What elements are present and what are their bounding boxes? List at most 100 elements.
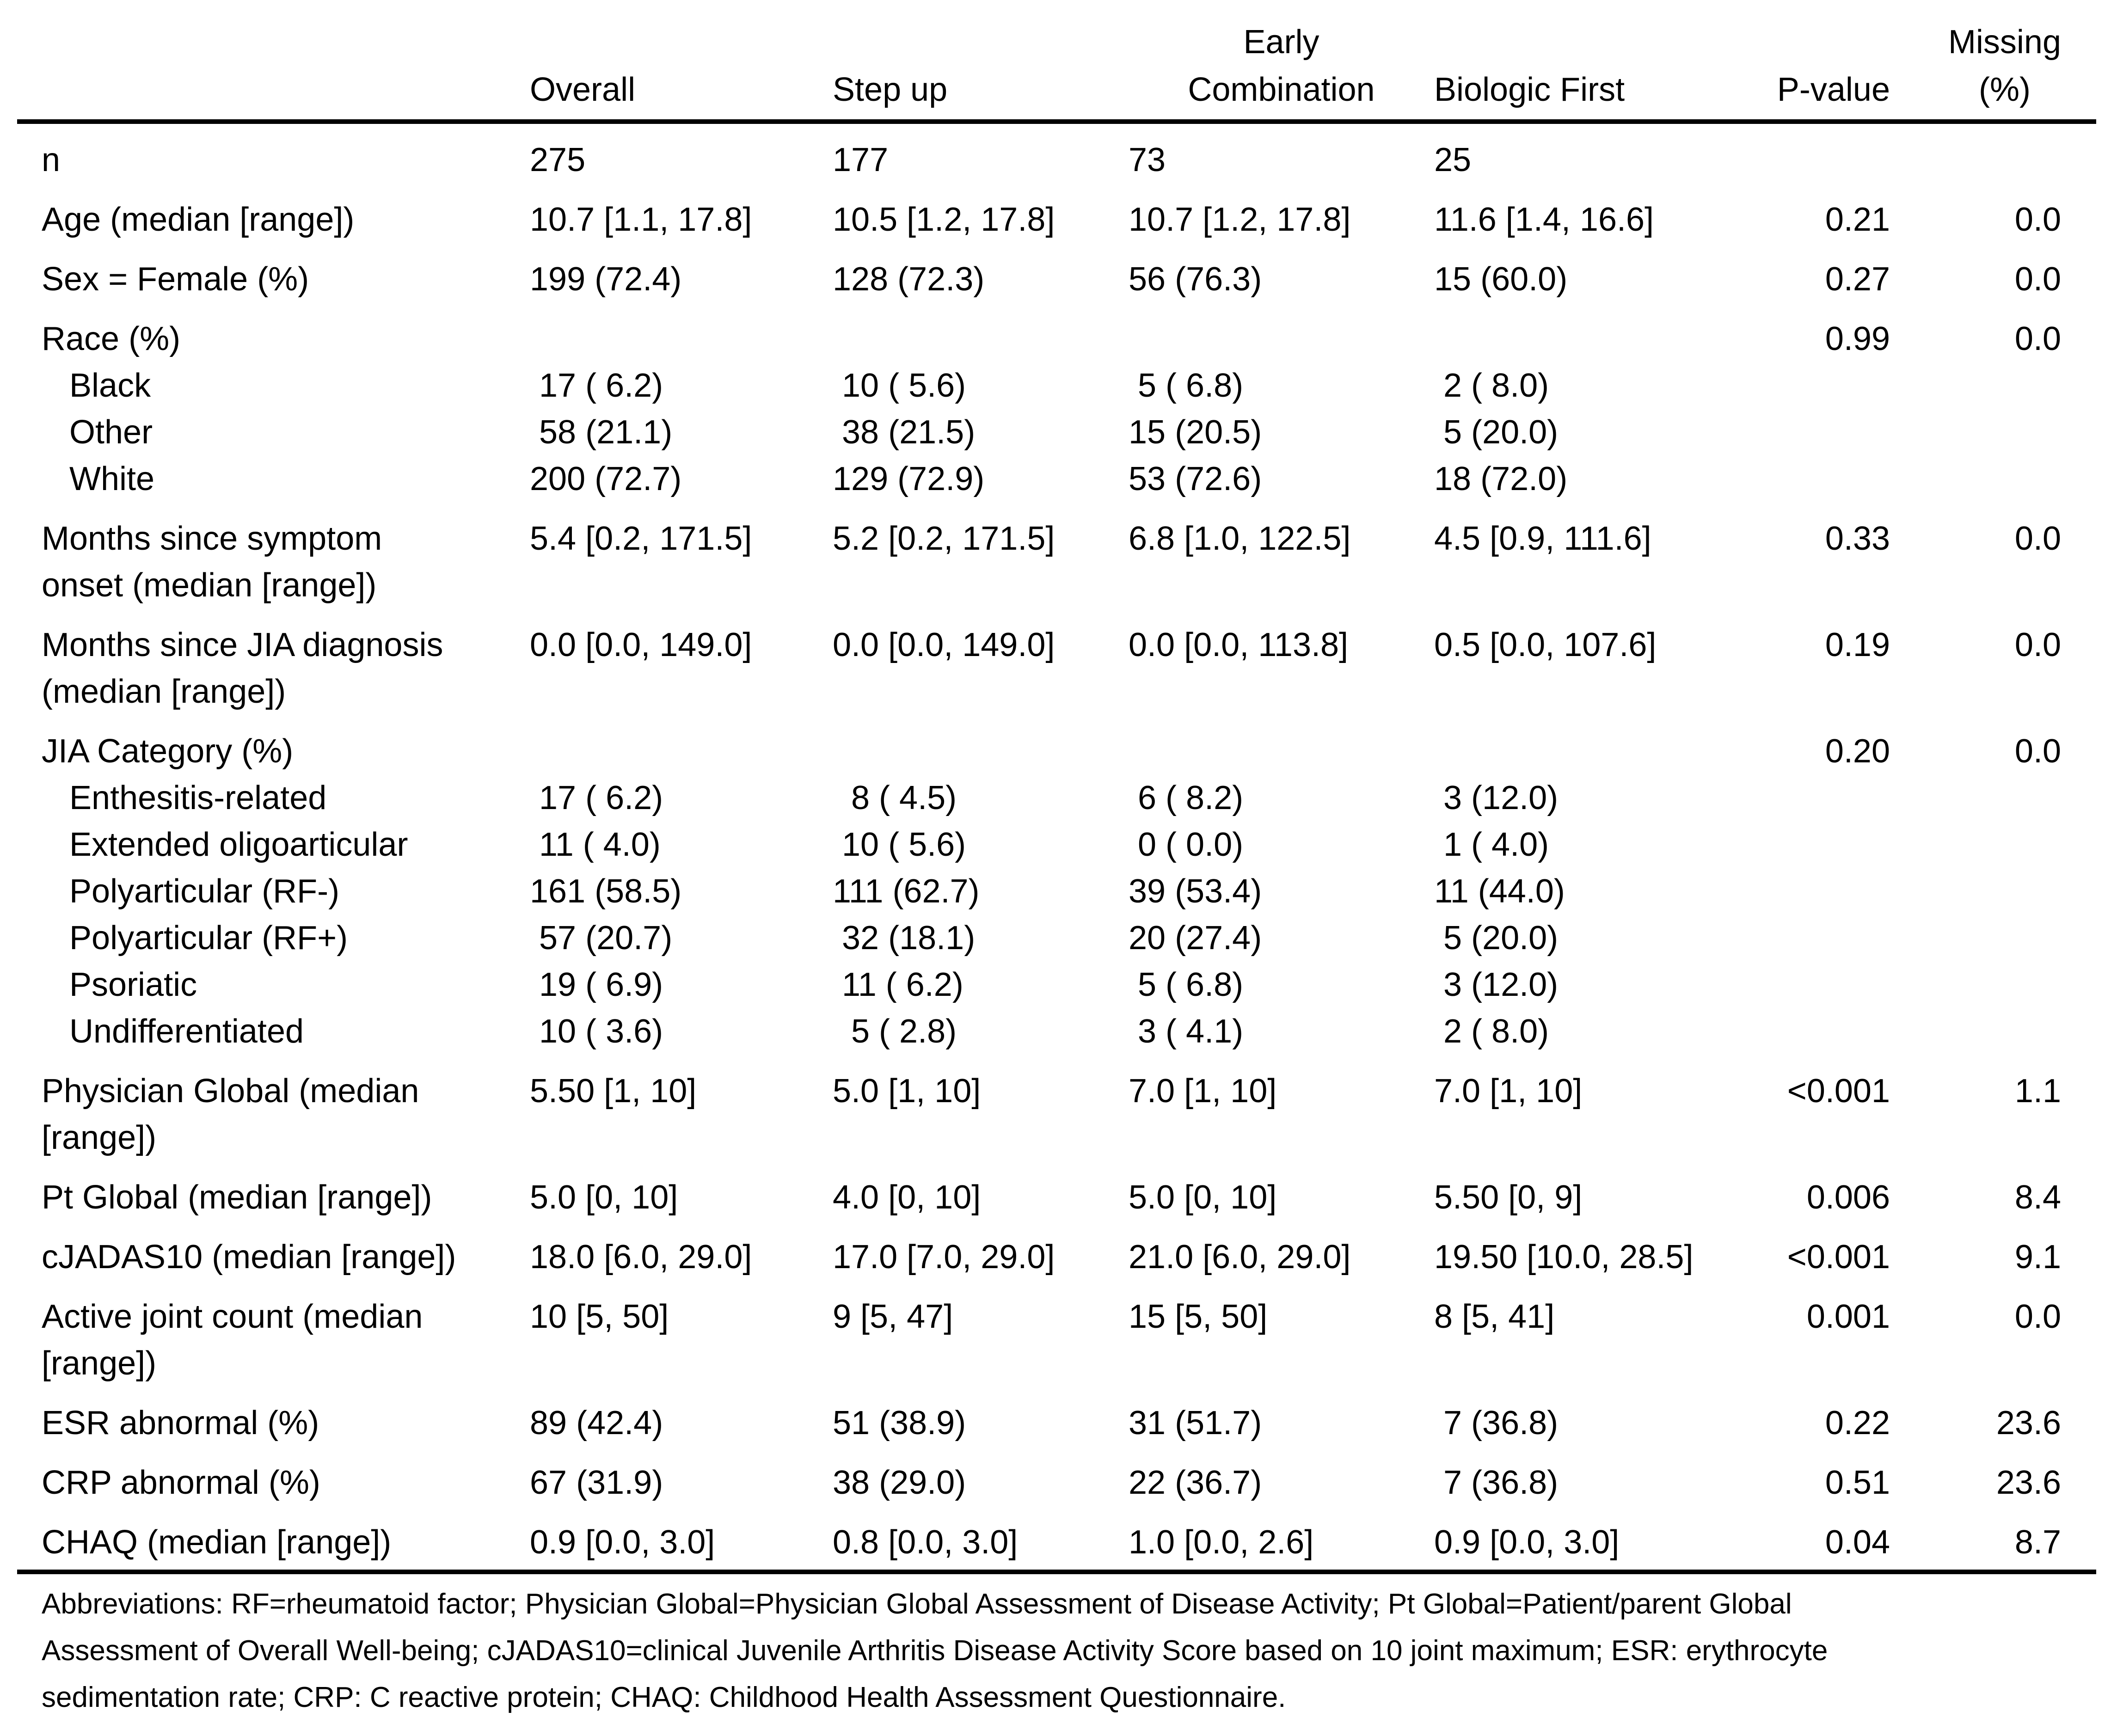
value-overall: 17 ( 6.2) [530, 367, 663, 404]
value-overall: 0.0 [0.0, 149.0] [530, 626, 752, 663]
value-biologic-first: 0.5 [0.0, 107.6] [1434, 626, 1657, 663]
value-overall: 11 ( 4.0) [530, 826, 661, 863]
value-overall: 10.7 [1.1, 17.8] [530, 201, 752, 238]
row-label: CRP abnormal (%) [42, 1464, 320, 1501]
value-step-up: 111 (62.7) [833, 873, 980, 910]
value-early-combination: 56 (76.3) [1129, 261, 1262, 298]
value-overall: 18.0 [6.0, 29.0] [530, 1239, 752, 1276]
value-step-up: 0.8 [0.0, 3.0] [833, 1524, 1018, 1561]
value-biologic-first: 11.6 [1.4, 16.6] [1434, 201, 1654, 238]
row-label: Age (median [range]) [42, 201, 355, 238]
value-early-combination: 5 ( 6.8) [1129, 966, 1244, 1003]
value-missing: 0.0 [2014, 520, 2061, 557]
table-row: Black 17 ( 6.2) 10 ( 5.6) 5 ( 6.8) 2 ( 8… [42, 362, 2111, 409]
value-p: 0.33 [1825, 520, 1890, 557]
value-overall: 57 (20.7) [530, 920, 673, 957]
value-early-combination: 21.0 [6.0, 29.0] [1129, 1239, 1351, 1276]
value-overall: 5.4 [0.2, 171.5] [530, 520, 752, 557]
col-header-biologic-first: Biologic First [1434, 71, 1625, 108]
row-label: Psoriatic [69, 966, 197, 1003]
value-p: 0.27 [1825, 261, 1890, 298]
table-bottom-rule [17, 1570, 2096, 1574]
value-p: 0.19 [1825, 626, 1890, 663]
value-missing: 9.1 [2014, 1239, 2061, 1276]
value-step-up: 38 (29.0) [833, 1464, 966, 1501]
table-row: Race (%) 0.99 0.0 [42, 316, 2111, 362]
value-step-up: 5.0 [1, 10] [833, 1073, 981, 1110]
value-missing: 0.0 [2014, 626, 2061, 663]
value-missing: 23.6 [1996, 1405, 2061, 1442]
table-row: Undifferentiated 10 ( 3.6) 5 ( 2.8) 3 ( … [42, 1008, 2111, 1055]
value-early-combination: 5 ( 6.8) [1129, 367, 1244, 404]
row-label: Race (%) [42, 320, 181, 357]
value-early-combination: 73 [1129, 141, 1166, 178]
value-early-combination: 7.0 [1, 10] [1129, 1073, 1277, 1110]
value-early-combination: 1.0 [0.0, 2.6] [1129, 1524, 1314, 1561]
value-step-up: 4.0 [0, 10] [833, 1179, 981, 1216]
value-missing: 0.0 [2014, 733, 2061, 770]
value-p: 0.006 [1806, 1179, 1890, 1216]
value-biologic-first: 19.50 [10.0, 28.5] [1434, 1239, 1694, 1276]
row-label: Months since symptom onset (median [rang… [42, 520, 382, 604]
row-label: ESR abnormal (%) [42, 1405, 319, 1442]
row-label: White [69, 460, 155, 497]
value-early-combination: 6 ( 8.2) [1129, 779, 1244, 816]
value-step-up: 8 ( 4.5) [833, 779, 957, 816]
value-biologic-first: 7 (36.8) [1434, 1464, 1559, 1501]
row-label: CHAQ (median [range]) [42, 1524, 392, 1561]
value-early-combination: 10.7 [1.2, 17.8] [1129, 201, 1351, 238]
value-biologic-first: 3 (12.0) [1434, 779, 1559, 816]
row-label: Extended oligoarticular [69, 826, 408, 863]
table-row: Pt Global (median [range]) 5.0 [0, 10] 4.0… [42, 1174, 2111, 1221]
value-step-up: 9 [5, 47] [833, 1298, 953, 1335]
row-label: n [42, 141, 61, 178]
table-row: JIA Category (%) 0.20 0.0 [42, 728, 2111, 775]
col-header-overall: Overall [530, 71, 636, 108]
value-early-combination: 3 ( 4.1) [1129, 1013, 1244, 1050]
value-biologic-first: 25 [1434, 141, 1472, 178]
value-overall: 10 [5, 50] [530, 1298, 669, 1335]
table-top-rule [17, 119, 2096, 124]
col-header-step-up: Step up [833, 71, 948, 108]
value-step-up: 0.0 [0.0, 149.0] [833, 626, 1055, 663]
value-p: 0.04 [1825, 1524, 1890, 1561]
value-overall: 199 (72.4) [530, 261, 682, 298]
table-row: Enthesitis-related 17 ( 6.2) 8 ( 4.5) 6 … [42, 775, 2111, 822]
value-overall: 67 (31.9) [530, 1464, 663, 1501]
value-biologic-first: 5 (20.0) [1434, 414, 1559, 451]
value-biologic-first: 15 (60.0) [1434, 261, 1568, 298]
row-label: Polyarticular (RF-) [69, 873, 340, 910]
table-row: CRP abnormal (%) 67 (31.9) 38 (29.0) 22 (36… [42, 1460, 2111, 1506]
col-header-early-combination: Early Combination [1188, 24, 1375, 108]
row-label: Pt Global (median [range]) [42, 1179, 432, 1216]
value-step-up: 128 (72.3) [833, 261, 985, 298]
value-p: <0.001 [1787, 1073, 1890, 1110]
table-row: Polyarticular (RF-) 161 (58.5) 111 (62.7) 3… [42, 868, 2111, 915]
value-early-combination: 39 (53.4) [1129, 873, 1262, 910]
table-row: Age (median [range]) 10.7 [1.1, 17.8] 10.5… [42, 196, 2111, 243]
value-p: 0.21 [1825, 201, 1890, 238]
table-row: Polyarticular (RF+) 57 (20.7) 32 (18.1) 2… [42, 915, 2111, 962]
value-overall: 200 (72.7) [530, 460, 682, 497]
table-row: ESR abnormal (%) 89 (42.4) 51 (38.9) 31 (51… [42, 1400, 2111, 1447]
table-row: cJADAS10 (median [range]) 18.0 [6.0, 29.0… [42, 1234, 2111, 1281]
value-missing: 8.4 [2014, 1179, 2061, 1216]
value-biologic-first: 8 [5, 41] [1434, 1298, 1555, 1335]
value-step-up: 38 (21.5) [833, 414, 976, 451]
value-overall: 5.50 [1, 10] [530, 1073, 697, 1110]
abbreviations-footnote: Abbreviations: RF=rheumatoid factor; Phy… [42, 1588, 1828, 1713]
row-label: Enthesitis-related [69, 779, 327, 816]
value-step-up: 10 ( 5.6) [833, 367, 966, 404]
value-early-combination: 15 (20.5) [1129, 414, 1262, 451]
table-row: CHAQ (median [range]) 0.9 [0.0, 3.0] 0.8 [… [42, 1519, 2111, 1566]
value-early-combination: 20 (27.4) [1129, 920, 1262, 957]
value-missing: 0.0 [2014, 1298, 2061, 1335]
table-row: Months since symptom onset (median [rang… [42, 515, 2111, 609]
value-step-up: 10.5 [1.2, 17.8] [833, 201, 1055, 238]
value-early-combination: 31 (51.7) [1129, 1405, 1262, 1442]
value-biologic-first: 2 ( 8.0) [1434, 367, 1549, 404]
col-header-p-value: P-value [1777, 71, 1890, 108]
value-early-combination: 0 ( 0.0) [1129, 826, 1244, 863]
value-overall: 275 [530, 141, 586, 178]
